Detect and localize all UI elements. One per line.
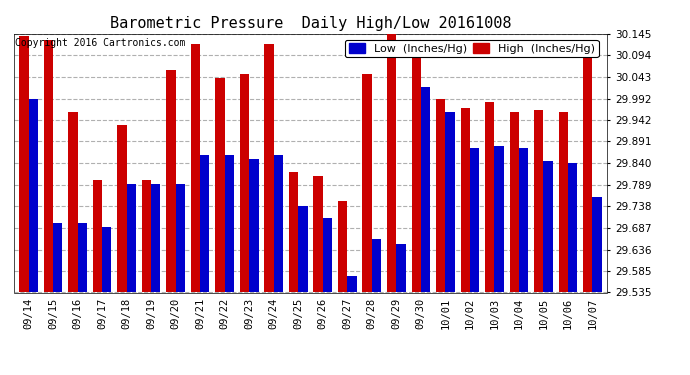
Bar <box>240 74 249 292</box>
Bar <box>53 222 62 292</box>
Bar <box>151 184 161 292</box>
Bar <box>249 159 259 292</box>
Bar <box>117 125 126 292</box>
Bar <box>534 110 544 292</box>
Bar <box>559 112 568 292</box>
Bar <box>176 184 185 292</box>
Bar <box>264 44 274 292</box>
Bar <box>68 112 77 292</box>
Bar <box>77 222 87 292</box>
Bar <box>510 112 519 292</box>
Text: Copyright 2016 Cartronics.com: Copyright 2016 Cartronics.com <box>15 38 186 48</box>
Bar <box>126 184 136 292</box>
Bar <box>313 176 323 292</box>
Bar <box>43 40 53 292</box>
Bar <box>372 240 381 292</box>
Bar <box>495 146 504 292</box>
Bar <box>387 34 396 292</box>
Bar <box>298 206 308 292</box>
Bar <box>460 108 470 292</box>
Bar <box>28 99 38 292</box>
Bar <box>436 99 445 292</box>
Bar <box>200 154 210 292</box>
Title: Barometric Pressure  Daily High/Low 20161008: Barometric Pressure Daily High/Low 20161… <box>110 16 511 31</box>
Bar <box>19 36 28 292</box>
Bar <box>411 49 421 292</box>
Bar <box>519 148 529 292</box>
Bar <box>323 218 332 292</box>
Bar <box>362 74 372 292</box>
Bar <box>289 172 298 292</box>
Bar <box>396 244 406 292</box>
Bar <box>421 87 430 292</box>
Bar <box>470 148 479 292</box>
Bar <box>102 227 111 292</box>
Bar <box>544 161 553 292</box>
Bar <box>92 180 102 292</box>
Bar <box>347 276 357 292</box>
Bar <box>225 154 234 292</box>
Bar <box>568 163 578 292</box>
Bar <box>338 201 347 292</box>
Bar <box>191 44 200 292</box>
Bar <box>445 112 455 292</box>
Bar <box>593 197 602 292</box>
Bar <box>583 57 593 292</box>
Bar <box>485 102 495 292</box>
Bar <box>166 70 176 292</box>
Bar <box>142 180 151 292</box>
Bar <box>215 78 225 292</box>
Bar <box>274 154 283 292</box>
Legend: Low  (Inches/Hg), High  (Inches/Hg): Low (Inches/Hg), High (Inches/Hg) <box>345 40 599 57</box>
